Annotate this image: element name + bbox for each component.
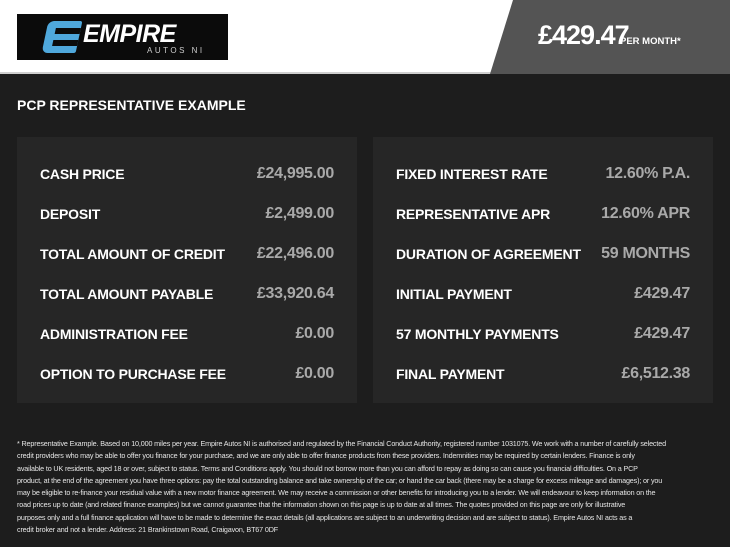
logo-text: EMPIRE (83, 20, 176, 48)
per-month-label: PER MONTH* (620, 36, 681, 47)
disclaimer-line: product, at the end of the agreement you… (17, 475, 663, 485)
finance-row: FIXED INTEREST RATE 12.60% P.A. (396, 164, 690, 184)
disclaimer: * Representative Example. Based on 10,00… (17, 438, 717, 536)
row-label: CASH PRICE (40, 166, 125, 182)
finance-row: OPTION TO PURCHASE FEE £0.00 (40, 364, 334, 384)
row-value: £0.00 (295, 325, 334, 342)
empire-autos-logo[interactable]: EMPIRE AUTOS NI (17, 14, 228, 60)
finance-row: 57 MONTHLY PAYMENTS £429.47 (396, 324, 690, 344)
row-value: 59 MONTHS (601, 245, 690, 262)
disclaimer-line: available to UK residents, aged 18 or ov… (17, 463, 638, 473)
row-value: £33,920.64 (256, 285, 334, 302)
row-label: DEPOSIT (40, 206, 101, 222)
row-value: £429.47 (634, 325, 690, 342)
logo-subtext: AUTOS NI (147, 46, 205, 55)
row-label: ADMINISTRATION FEE (40, 326, 188, 342)
disclaimer-line: purposes only and a full finance applica… (17, 512, 633, 522)
row-label: TOTAL AMOUNT OF CREDIT (40, 246, 225, 262)
finance-row: REPRESENTATIVE APR 12.60% APR (396, 204, 690, 224)
row-label: REPRESENTATIVE APR (396, 206, 551, 222)
row-value: £22,496.00 (256, 245, 334, 262)
section-title: PCP REPRESENTATIVE EXAMPLE (17, 97, 246, 113)
row-label: OPTION TO PURCHASE FEE (40, 366, 226, 382)
finance-row: INITIAL PAYMENT £429.47 (396, 284, 690, 304)
disclaimer-line: credit broker and not a lender. Address:… (17, 525, 278, 535)
finance-row: TOTAL AMOUNT PAYABLE £33,920.64 (40, 284, 334, 304)
row-value: £24,995.00 (256, 165, 334, 182)
disclaimer-line: may be eligible to re-finance your resid… (17, 488, 656, 498)
finance-panel-right: FIXED INTEREST RATE 12.60% P.A. REPRESENTA… (373, 137, 713, 403)
row-value: £6,512.38 (621, 365, 691, 382)
finance-row: DURATION OF AGREEMENT 59 MONTHS (396, 244, 690, 264)
row-value: £429.47 (634, 285, 690, 302)
finance-row: TOTAL AMOUNT OF CREDIT £22,496.00 (40, 244, 334, 264)
disclaimer-line: road prices up to date (and related fina… (17, 500, 626, 510)
row-value: 12.60% APR (601, 205, 690, 222)
finance-row: FINAL PAYMENT £6,512.38 (396, 364, 690, 384)
disclaimer-line: credit providers who may be able to offe… (17, 451, 635, 461)
finance-row: ADMINISTRATION FEE £0.00 (40, 324, 334, 344)
finance-row: CASH PRICE £24,995.00 (40, 164, 334, 184)
monthly-price-box: £429.47 PER MONTH* (490, 0, 730, 74)
row-label: TOTAL AMOUNT PAYABLE (40, 286, 214, 302)
row-label: DURATION OF AGREEMENT (396, 246, 581, 262)
row-label: FINAL PAYMENT (396, 366, 505, 382)
row-value: £2,499.00 (265, 205, 335, 222)
logo-e-icon (41, 21, 83, 53)
monthly-price: £429.47 (538, 20, 630, 50)
row-label: FIXED INTEREST RATE (396, 166, 548, 182)
row-value: 12.60% P.A. (605, 165, 691, 182)
row-value: £0.00 (295, 365, 334, 382)
disclaimer-line: * Representative Example. Based on 10,00… (17, 439, 666, 448)
row-label: INITIAL PAYMENT (396, 286, 512, 302)
header: EMPIRE AUTOS NI £429.47 PER MONTH* (0, 0, 730, 74)
row-label: 57 MONTHLY PAYMENTS (396, 326, 559, 342)
finance-row: DEPOSIT £2,499.00 (40, 204, 334, 224)
finance-panel-left: CASH PRICE £24,995.00 DEPOSIT £2,499.00 TOTA… (17, 137, 357, 403)
